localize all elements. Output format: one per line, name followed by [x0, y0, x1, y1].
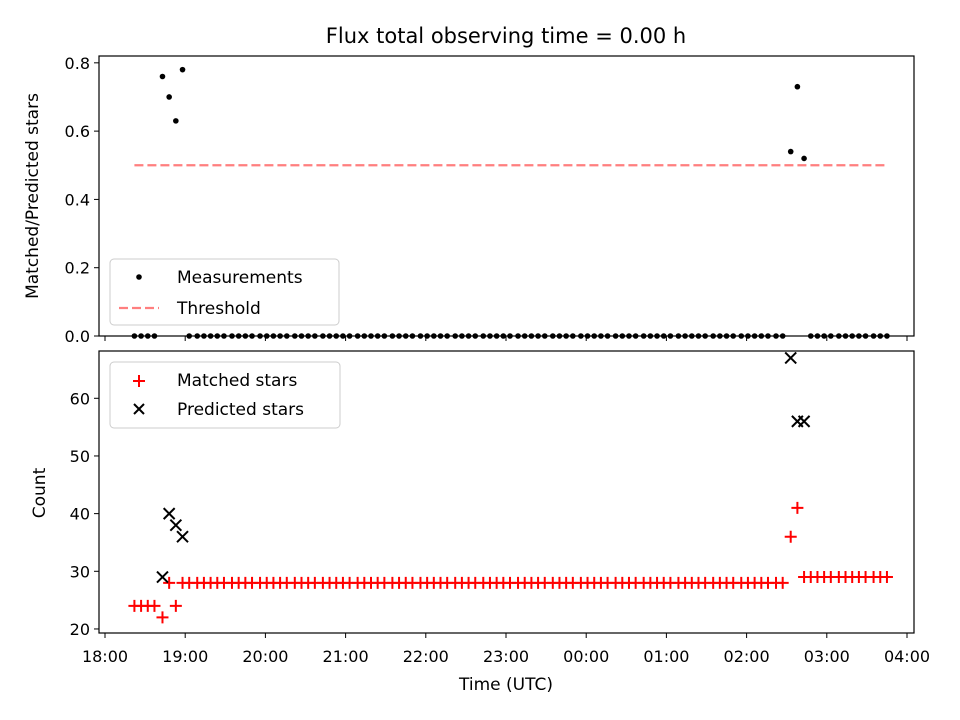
x-tick-label: 20:00 — [242, 647, 288, 666]
legend-matched-label: Matched stars — [177, 371, 297, 391]
legend-predicted-marker — [133, 403, 145, 415]
bottom-legend: Matched stars Predicted stars — [109, 361, 341, 429]
x-tick-label: 21:00 — [323, 647, 369, 666]
bottom-panel-marks — [128, 351, 893, 624]
top-panel: 0.00.20.40.60.8 Matched/Predicted stars … — [23, 54, 915, 346]
y-tick-label: 40 — [70, 505, 90, 524]
x-tick-label: 18:00 — [82, 647, 128, 666]
y-tick-label: 0.0 — [65, 327, 90, 346]
bottom-legend-box — [109, 361, 341, 429]
measurement-point — [179, 66, 186, 73]
matched-star-point — [776, 576, 789, 589]
predicted-star-point — [176, 530, 189, 543]
x-tick-label: 01:00 — [643, 647, 689, 666]
matched-star-point — [791, 501, 804, 514]
x-tick-label: 04:00 — [884, 647, 930, 666]
top-y-axis-label: Matched/Predicted stars — [23, 93, 43, 299]
y-tick-label: 30 — [70, 562, 90, 581]
predicted-star-point — [784, 351, 797, 365]
predicted-star-point — [162, 507, 176, 520]
y-tick-label: 0.2 — [65, 259, 90, 278]
y-tick-label: 0.4 — [65, 190, 90, 209]
legend-measurements-marker — [136, 274, 142, 280]
matched-star-point — [163, 576, 176, 589]
matched-star-point — [784, 530, 797, 543]
bottom-panel-y-ticks: 20 30 40 50 60 — [70, 389, 99, 639]
measurement-point — [159, 73, 166, 80]
legend-predicted-label: Predicted stars — [177, 400, 304, 420]
y-tick-label: 50 — [70, 447, 90, 466]
measurement-point — [787, 148, 794, 155]
matched-star-point — [148, 599, 161, 612]
measurement-point — [794, 83, 801, 90]
x-tick-label: 02:00 — [724, 647, 770, 666]
matched-star-point — [880, 571, 893, 584]
y-tick-label: 20 — [70, 620, 90, 639]
x-tick-label: 03:00 — [804, 647, 850, 666]
top-panel-y-ticks: 0.0 0.2 0.4 0.6 0.8 — [65, 54, 99, 346]
x-tick-label: 00:00 — [563, 647, 609, 666]
y-tick-label: 0.8 — [65, 54, 90, 73]
x-tick-label: 22:00 — [403, 647, 449, 666]
y-tick-label: 0.6 — [65, 122, 90, 141]
matched-star-point — [156, 611, 169, 624]
predicted-star-point — [156, 570, 169, 584]
measurement-point — [166, 94, 172, 100]
top-panel-x-ticks — [104, 336, 908, 341]
measurement-point — [801, 155, 807, 162]
predicted-star-point — [797, 415, 811, 428]
predicted-star-point — [169, 518, 183, 532]
x-tick-label: 23:00 — [483, 647, 529, 666]
matched-star-point — [169, 599, 182, 612]
bottom-y-axis-label: Count — [30, 467, 50, 518]
top-legend-box — [109, 258, 340, 326]
x-tick-label: 19:00 — [162, 647, 208, 666]
y-tick-label: 60 — [70, 389, 90, 408]
legend-matched-marker — [133, 375, 145, 387]
chart-title: Flux total observing time = 0.00 h — [326, 24, 686, 48]
legend-threshold-label: Threshold — [176, 299, 261, 319]
measurement-point — [173, 118, 179, 124]
top-legend: Measurements Threshold — [109, 258, 340, 326]
x-axis-label: Time (UTC) — [458, 675, 553, 695]
bottom-panel-x-ticks: 18:00 19:00 20:00 21:00 22:00 23:00 00:00 01:00… — [82, 633, 930, 666]
legend-measurements-label: Measurements — [177, 268, 303, 288]
bottom-panel: 18:00 19:00 20:00 21:00 22:00 23:00 00:00 01:00… — [30, 350, 930, 695]
